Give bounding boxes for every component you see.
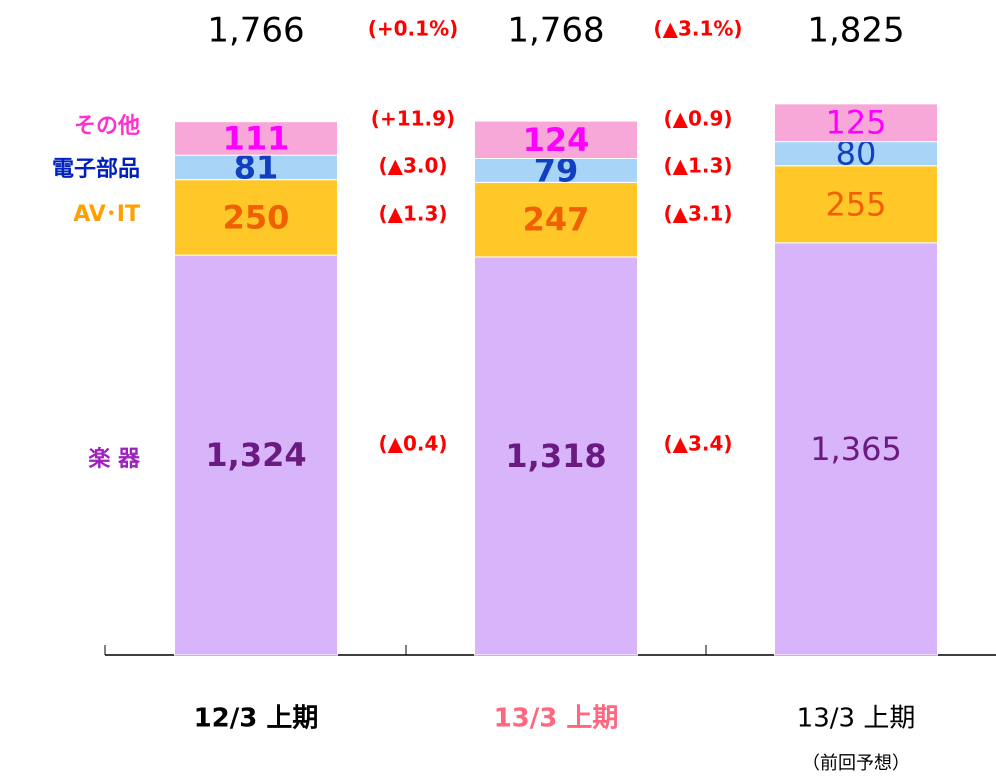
total-label: 1,825 xyxy=(807,11,904,51)
category-label: 12/3 上期 xyxy=(194,704,319,734)
value-label: 111 xyxy=(223,119,290,157)
total-label: 1,766 xyxy=(207,11,304,51)
value-label: 1,365 xyxy=(810,430,902,468)
bar-segment xyxy=(474,181,638,258)
legend-label: 楽 器 xyxy=(88,446,141,472)
change-label: (▲0.9) xyxy=(663,107,732,131)
value-label: 125 xyxy=(825,104,886,142)
value-label: 255 xyxy=(825,185,886,223)
change-label: (▲3.4) xyxy=(663,432,732,456)
bar-segment xyxy=(474,256,638,656)
legend-label: AV･IT xyxy=(73,202,140,227)
bar-segment xyxy=(174,179,338,256)
value-label: 1,324 xyxy=(205,436,306,474)
bar-segment xyxy=(174,121,338,156)
change-label: (▲3.0) xyxy=(378,154,447,178)
value-label: 247 xyxy=(523,201,590,239)
change-label: (+11.9) xyxy=(371,107,455,131)
change-label: (▲3.1) xyxy=(663,202,732,226)
change-label: (▲1.3) xyxy=(663,154,732,178)
total-label: 1,768 xyxy=(507,11,604,51)
total-change-label: (▲3.1%) xyxy=(653,17,742,41)
category-label: 13/3 上期 xyxy=(494,704,619,734)
value-label: 1,318 xyxy=(505,437,606,475)
bar-segment xyxy=(474,120,638,160)
bar-segment xyxy=(774,103,938,143)
value-label: 250 xyxy=(223,198,290,236)
total-change-label: (+0.1%) xyxy=(368,17,459,41)
value-label: 124 xyxy=(523,121,590,159)
category-note: （前回予想） xyxy=(802,753,910,774)
bar-segment xyxy=(174,254,338,656)
category-label: 13/3 上期 xyxy=(797,704,916,734)
change-label: (▲0.4) xyxy=(378,432,447,456)
bar-segment xyxy=(774,141,938,167)
change-label: (▲1.3) xyxy=(378,202,447,226)
bar-segment xyxy=(774,242,938,656)
legend-label: その他 xyxy=(74,114,140,139)
bar-segment xyxy=(774,165,938,244)
legend-label: 電子部品 xyxy=(52,156,140,182)
